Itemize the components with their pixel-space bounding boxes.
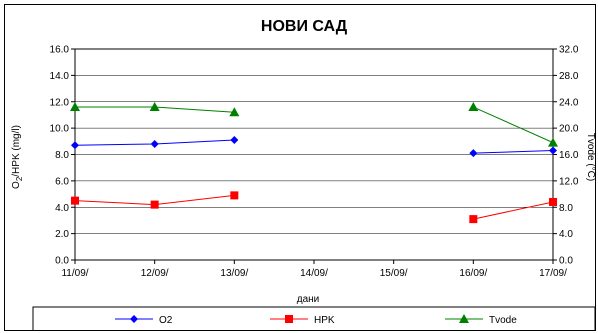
- data-point: [71, 196, 79, 205]
- y2-tick-label: 12.0: [559, 176, 579, 187]
- data-point: [150, 200, 159, 209]
- x-tick-label: 11/09/: [61, 268, 88, 279]
- series-line: [473, 150, 554, 154]
- data-point: [71, 141, 79, 150]
- y-tick-label: 2.0: [55, 229, 69, 240]
- legend-box: [32, 306, 595, 330]
- series-line: [473, 201, 554, 220]
- data-point: [469, 149, 478, 158]
- series-hpk: [71, 191, 557, 224]
- chart-title: НОВИ САД: [261, 18, 348, 35]
- x-tick-label: 15/09/: [380, 268, 408, 279]
- x-tick-label: 12/09/: [141, 268, 169, 279]
- legend-label: Tvode: [489, 315, 517, 326]
- y2-tick-label: 8.0: [559, 203, 573, 214]
- data-point: [549, 197, 557, 206]
- data-point: [469, 215, 478, 224]
- data-point: [549, 146, 557, 155]
- x-tick-label: 16/09/: [459, 268, 487, 279]
- legend-marker: [285, 315, 293, 323]
- y-axis-left: 0.0 2.0 4.0 6.0 8.0 10.0 12.0 14.0 16.0: [50, 45, 75, 267]
- series-line: [473, 106, 554, 144]
- data-point: [150, 139, 159, 148]
- series-o2: [71, 135, 557, 158]
- data-point: [70, 102, 80, 112]
- grid-lines: [75, 48, 553, 261]
- series-tvode: [70, 102, 558, 147]
- y-axis-title: O2/HPK (mg/l): [11, 125, 24, 189]
- y2-axis-title: Tvode (°C): [585, 133, 595, 181]
- chart-frame: НОВИ САД 0.0 2.0 4.0 6.0 8.0 10.0 12.0 14.0 16.0…: [4, 4, 596, 331]
- y-tick-label: 14.0: [50, 71, 70, 82]
- y-tick-label: 10.0: [50, 124, 70, 135]
- line-chart: НОВИ САД 0.0 2.0 4.0 6.0 8.0 10.0 12.0 14.0 16.0…: [11, 18, 595, 330]
- y2-tick-label: 24.0: [559, 97, 579, 108]
- x-axis-title: дани: [297, 294, 320, 305]
- y2-tick-label: 20.0: [559, 124, 579, 135]
- legend-label: HPK: [314, 315, 335, 326]
- legend-label: O2: [159, 315, 173, 326]
- y2-tick-label: 32.0: [559, 45, 579, 56]
- x-axis: 11/09/12/09/13/09/14/09/15/09/16/09/17/0…: [61, 260, 567, 279]
- data-point: [468, 102, 479, 112]
- y-tick-label: 4.0: [55, 203, 69, 214]
- x-tick-label: 13/09/: [220, 268, 248, 279]
- y-axis-right: 0.0 4.0 8.0 12.0 16.0 20.0 24.0 28.0 32.0: [553, 45, 579, 267]
- y-tick-label: 6.0: [55, 176, 69, 187]
- legend-marker: [130, 315, 138, 323]
- x-tick-label: 17/09/: [539, 268, 567, 279]
- y2-tick-label: 28.0: [559, 71, 579, 82]
- y2-tick-label: 16.0: [559, 150, 579, 161]
- data-point: [548, 137, 558, 147]
- data-point: [229, 107, 240, 117]
- y2-tick-label: 4.0: [559, 229, 573, 240]
- y-tick-label: 12.0: [50, 97, 70, 108]
- series-layer: [70, 102, 558, 224]
- y-tick-label: 16.0: [50, 45, 70, 56]
- data-point: [230, 191, 239, 200]
- legend-marker: [459, 314, 469, 323]
- legend: O2 HPK Tvode: [32, 306, 595, 330]
- y-tick-label: 8.0: [55, 150, 69, 161]
- y2-tick-label: 0.0: [559, 256, 573, 267]
- x-tick-label: 14/09/: [300, 268, 328, 279]
- y-tick-label: 0.0: [55, 256, 69, 267]
- data-point: [149, 102, 160, 112]
- data-point: [230, 135, 239, 144]
